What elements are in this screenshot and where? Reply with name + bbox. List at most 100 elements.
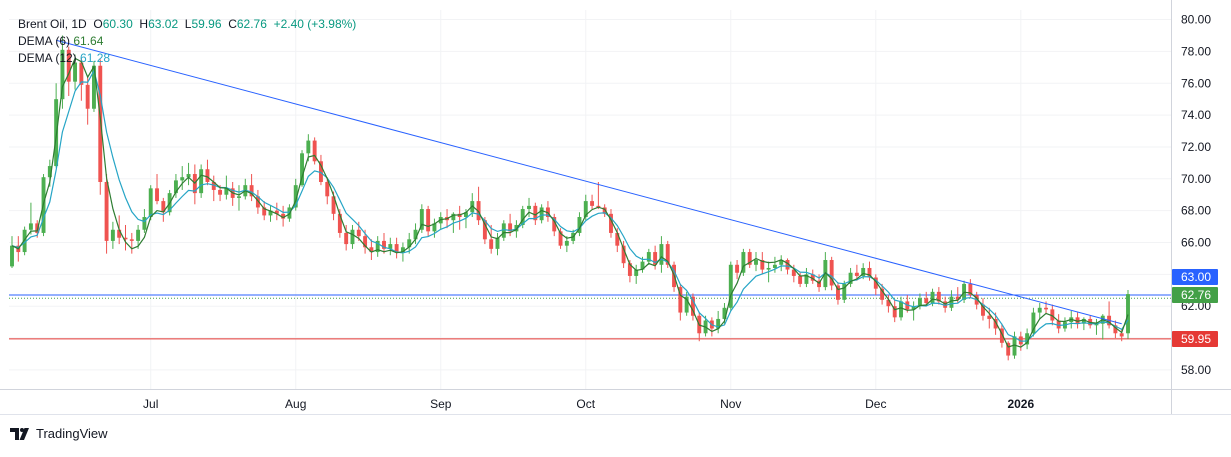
candle: [501, 220, 506, 241]
candle: [432, 218, 437, 238]
candle-body: [237, 196, 241, 198]
candle: [249, 174, 254, 202]
dema12-value: 61.28: [80, 51, 111, 65]
tradingview-logo-icon: [10, 427, 29, 440]
price-tag: 62.76: [1172, 287, 1218, 303]
candle-body: [312, 140, 317, 162]
candle-body: [917, 298, 922, 307]
candle: [1050, 304, 1055, 326]
candle-body: [331, 196, 336, 214]
candle: [312, 137, 317, 165]
x-tick-label: Oct: [576, 397, 595, 411]
dema6-value: 61.64: [73, 34, 104, 48]
candle-body: [779, 260, 784, 265]
price-tag-bg: [1172, 331, 1218, 347]
candle-body: [155, 188, 159, 202]
candle-body: [218, 189, 223, 195]
open-label: O: [93, 17, 103, 31]
price-tag-label: 62.76: [1181, 288, 1211, 302]
candle: [186, 162, 191, 186]
price-tag-label: 63.00: [1181, 270, 1211, 284]
candle-body: [249, 185, 254, 197]
candle-body: [804, 274, 809, 284]
candle: [123, 224, 128, 251]
candle-body: [987, 315, 992, 319]
candle: [110, 221, 115, 249]
candle-body: [28, 223, 33, 230]
candle: [382, 232, 386, 254]
candle: [1025, 328, 1030, 350]
candle-body: [318, 161, 323, 182]
legend-dema6-row[interactable]: DEMA (6) 61.64: [18, 33, 356, 50]
candle: [533, 202, 538, 225]
x-tick-label: Dec: [865, 397, 886, 411]
candle: [268, 205, 273, 222]
candle-body: [98, 65, 103, 182]
candle-body: [79, 62, 84, 85]
candle: [394, 237, 399, 259]
trendline[interactable]: [56, 39, 1122, 325]
candle: [161, 197, 166, 222]
candle: [552, 213, 557, 237]
candle-body: [716, 318, 721, 329]
candle-body: [1044, 307, 1048, 310]
candle-body: [211, 181, 216, 190]
candle-body: [836, 285, 840, 300]
symbol-name[interactable]: Brent Oil: [18, 17, 65, 31]
candle-body: [1094, 323, 1099, 326]
candle: [129, 232, 134, 254]
interval-label[interactable]: 1D: [71, 17, 87, 31]
y-tick-label: 80.00: [1181, 13, 1211, 27]
low-label: L: [184, 17, 192, 31]
x-tick-label: Aug: [285, 397, 306, 411]
candle: [73, 54, 78, 90]
legend-dema12-row[interactable]: DEMA (12) 61.28: [18, 50, 356, 67]
candle: [344, 224, 349, 251]
candle: [987, 307, 992, 329]
candle-body: [306, 140, 311, 154]
candle: [741, 248, 746, 276]
candle-body: [432, 223, 437, 232]
candle-body: [142, 217, 147, 230]
candle: [369, 239, 374, 261]
trendline-line[interactable]: [56, 39, 1122, 325]
candle: [66, 46, 71, 96]
candle: [237, 185, 241, 211]
candle-body: [760, 260, 765, 270]
candle-body: [419, 209, 424, 230]
candle-body: [407, 239, 412, 248]
candle: [79, 57, 84, 101]
candle-body: [180, 177, 185, 181]
candle-body: [85, 84, 90, 109]
candle-body: [886, 299, 891, 307]
tradingview-branding[interactable]: TradingView: [10, 426, 108, 441]
candle-body: [854, 272, 859, 276]
candle-body: [1056, 320, 1061, 329]
candle: [747, 248, 752, 268]
candle-body: [609, 213, 613, 233]
candle: [262, 201, 267, 221]
dema12-label: DEMA (12): [18, 51, 77, 65]
candle-body: [388, 244, 393, 249]
axes: [0, 0, 1231, 415]
candle-body: [413, 229, 418, 240]
dema-6-line: [11, 57, 1129, 348]
candle: [104, 174, 109, 254]
candle-body: [602, 207, 607, 214]
candle-body: [552, 217, 557, 232]
dema-12-series: [11, 69, 1129, 342]
candle-body: [1031, 312, 1036, 334]
candle-body: [1037, 307, 1042, 313]
candle-body: [501, 223, 506, 238]
candle-body: [136, 229, 141, 241]
high-label: H: [139, 17, 149, 31]
candle-body: [665, 244, 670, 265]
candle-body: [520, 209, 525, 225]
candle-body: [791, 269, 796, 276]
candle: [527, 197, 531, 218]
change-value: +2.40 (+3.98%): [273, 17, 357, 31]
candle: [690, 293, 695, 321]
candle: [281, 205, 286, 227]
candle-body: [880, 288, 885, 300]
